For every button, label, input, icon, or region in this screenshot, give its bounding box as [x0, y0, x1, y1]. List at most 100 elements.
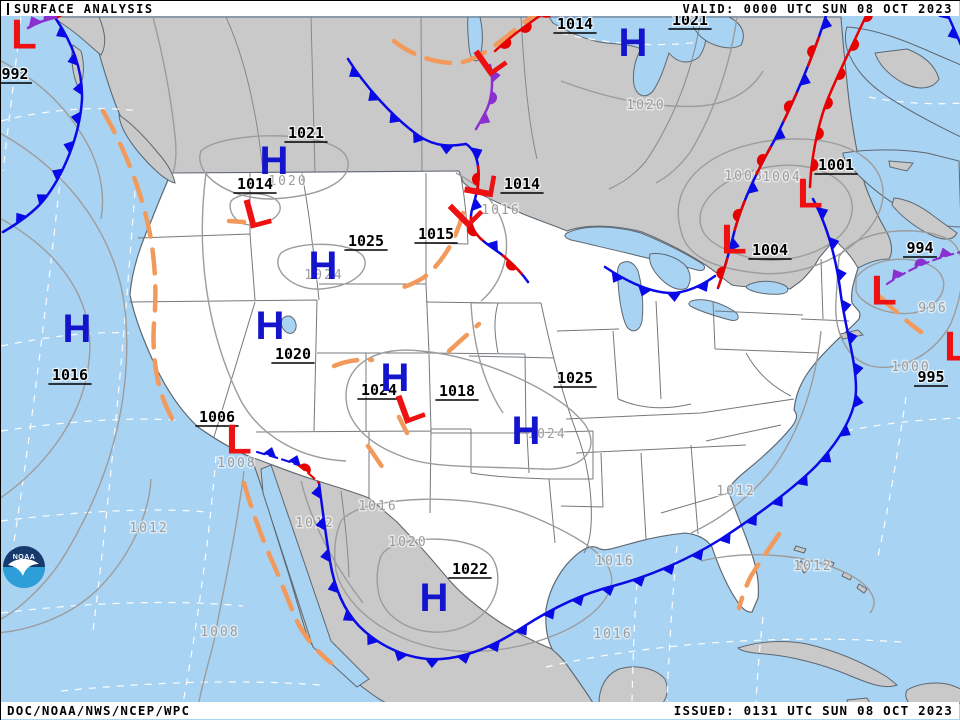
front-pip-tri: [367, 633, 379, 646]
isobar: [855, 258, 945, 315]
isobar: [690, 330, 822, 534]
trough-line: [391, 10, 542, 66]
isobar-value-label: 1008: [217, 456, 256, 471]
front-pip-semi: [849, 38, 859, 51]
foxe-channel: [688, 16, 744, 49]
isobar: [835, 230, 960, 368]
front-pip-tri: [28, 16, 42, 28]
stationary-front-red-segments: [716, 7, 830, 290]
front-pip-tri: [425, 658, 440, 669]
front-pip-tri: [853, 394, 864, 408]
isobar-value-label: 1012: [129, 521, 168, 536]
header-tick-icon: [7, 2, 9, 15]
lake-huron: [649, 253, 691, 290]
pressure-value-label: 1004: [752, 241, 788, 259]
front-pip-semi: [914, 258, 928, 268]
pressure-value-label: 1020: [275, 345, 311, 363]
front-pip-semi: [489, 91, 497, 105]
valid-time: VALID: 0000 UTC SUN 08 OCT 2023: [682, 1, 953, 16]
front-pip-tri: [747, 181, 759, 194]
isobar: [345, 349, 592, 470]
isobar-value-label: 1020: [268, 174, 307, 189]
hudson-bay: [548, 16, 707, 97]
issued-time: ISSUED: 0131 UTC SUN 08 OCT 2023: [673, 703, 953, 718]
front-pip-tri: [487, 640, 501, 653]
front-pip-tri: [718, 532, 731, 544]
vancouver-island: [118, 114, 176, 184]
front-pip-tri: [349, 65, 361, 78]
front-pip-tri: [796, 474, 808, 487]
isobar-value-label: 1020: [388, 535, 427, 550]
trough-line: [876, 293, 924, 335]
lake-ontario: [745, 280, 789, 295]
pressure-value-label: 1025: [557, 369, 593, 387]
front-pip-semi: [811, 158, 819, 172]
front-pip-tri: [486, 240, 498, 252]
front-pip-tri: [63, 140, 75, 154]
isobar: [277, 243, 366, 290]
front-pip-tri: [938, 247, 953, 259]
front-pip-tri: [327, 580, 339, 594]
front-pip-tri: [311, 485, 322, 500]
front-pip-tri: [691, 549, 704, 561]
front-pip-tri: [799, 73, 811, 86]
front-pip-tri: [828, 236, 840, 251]
front-pip-semi: [836, 67, 846, 80]
isobar-value-label: 1012: [295, 516, 334, 531]
front-pip-semi: [471, 172, 479, 186]
isobar-labels: 1020 1020 1016 1024 1024 1008 1004 996 1000 1012 1…: [128, 97, 947, 644]
yucatan-peninsula: [598, 666, 668, 704]
isobar: [1, 60, 104, 220]
agency-credit: DOC/NOAA/NWS/NCEP/WPC: [7, 703, 191, 718]
isobar: [201, 172, 347, 462]
trough-line: [446, 321, 482, 354]
isobar-value-label: 996: [918, 301, 947, 316]
front-pip-tri: [847, 330, 858, 345]
noaa-logo: NOAA: [3, 546, 45, 588]
front-pip-tri: [947, 26, 959, 40]
occluded-front-gulf-of-alaska: [26, 15, 60, 30]
noaa-logo-bird: [8, 558, 39, 576]
isobar-value-label: 1016: [595, 554, 634, 569]
front-pip-tri: [412, 131, 425, 144]
front-pip-semi: [467, 224, 477, 237]
noaa-logo-sea: [3, 567, 45, 588]
trough-line: [100, 108, 176, 424]
isobar: [560, 70, 764, 108]
high-pressure-center: H: [619, 21, 648, 65]
high-pressure-center: H: [260, 139, 289, 183]
pressure-value-label: 995: [917, 368, 944, 386]
troughs: [100, 10, 924, 666]
trough-line: [331, 357, 375, 369]
pressure-value-label: 1021: [288, 124, 324, 142]
isobar-value-label: 1020: [626, 98, 665, 113]
isobar-value-label: 1024: [527, 427, 566, 442]
front-pip-tri: [368, 89, 380, 101]
pressure-value-label: 1015: [418, 225, 454, 243]
front-pip-tri: [571, 595, 585, 607]
isobar: [333, 498, 613, 653]
anticosti-island: [888, 160, 914, 172]
low-pressure-center: L: [944, 323, 960, 370]
chart-title: SURFACE ANALYSIS: [14, 1, 154, 16]
front-pip-tri: [696, 280, 709, 292]
noaa-logo-text: NOAA: [13, 554, 36, 561]
front-pip-tri: [729, 237, 740, 252]
high-pressure-center: H: [309, 244, 338, 288]
front-pip-tri: [853, 362, 864, 377]
front-pip-tri: [515, 624, 528, 636]
front-pip-semi: [815, 127, 824, 140]
front-pip-semi: [299, 463, 311, 474]
front-pip-tri: [745, 514, 758, 526]
front-pip-semi: [732, 208, 742, 222]
front-pip-semi: [807, 45, 816, 58]
front-pip-tri: [821, 16, 833, 30]
front-pip-tri: [262, 446, 277, 458]
isobar: [699, 164, 853, 261]
pressure-value-label: 1014: [504, 175, 540, 193]
low-pressure-center: L: [797, 170, 823, 217]
front-pip-tri: [342, 609, 355, 622]
